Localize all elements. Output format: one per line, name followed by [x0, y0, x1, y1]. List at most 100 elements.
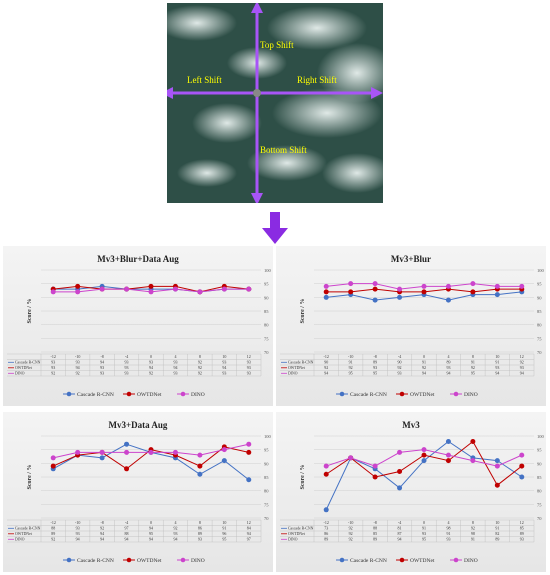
x-category-label: -4: [125, 520, 128, 525]
data-point: [50, 463, 56, 469]
table-cell-value: 93: [173, 531, 177, 536]
data-point: [197, 452, 203, 458]
table-cell-value: 97: [125, 526, 129, 531]
table-cell-value: 96: [222, 531, 226, 536]
data-point: [470, 289, 476, 295]
data-point: [470, 281, 476, 287]
legend-label: DINO: [191, 558, 205, 564]
data-point: [372, 286, 378, 292]
table-cell-value: 91: [471, 360, 475, 365]
y-tick-label: 100: [264, 268, 272, 273]
table-cell-value: 93: [222, 371, 226, 376]
data-point: [397, 286, 403, 292]
table-cell-value: 85: [520, 526, 524, 531]
data-point: [372, 463, 378, 469]
data-point: [421, 452, 427, 458]
y-tick-label: 85: [264, 309, 269, 314]
data-point: [519, 463, 525, 469]
x-category-label: -8: [100, 354, 103, 359]
table-cell-value: 98: [446, 526, 450, 531]
table-cell-value: 95: [373, 371, 377, 376]
legend-label: DINO: [191, 392, 205, 398]
table-cell-value: 95: [149, 531, 153, 536]
data-point: [445, 283, 451, 289]
table-cell-value: 92: [398, 365, 402, 370]
table-cell-value: 91: [349, 360, 353, 365]
table-cell-value: 92: [349, 537, 353, 542]
table-cell-value: 89: [446, 360, 450, 365]
y-tick-label: 95: [537, 282, 542, 287]
x-category-label: 12: [247, 354, 251, 359]
y-tick-label: 100: [537, 268, 545, 273]
table-cell-value: 92: [349, 531, 353, 536]
table-cell-value: 91: [495, 360, 499, 365]
table-cell-value: 94: [76, 537, 80, 542]
x-category-label: -4: [398, 520, 401, 525]
table-cell-value: 94: [100, 537, 104, 542]
data-point: [348, 281, 354, 287]
data-point: [470, 438, 476, 444]
x-category-label: 0: [423, 520, 425, 525]
chart-title: Mv3: [402, 420, 420, 430]
table-series-name: Cascade R-CNN: [288, 527, 314, 531]
chart-panel-mv3-blur: Mv3+Blur Score / % 70 75 80 85 90 95 100 -12 -10 -8…: [276, 246, 546, 406]
x-category-label: 10: [495, 520, 499, 525]
data-point: [494, 458, 500, 464]
table-cell-value: 89: [51, 531, 55, 536]
table-cell-value: 98: [471, 531, 475, 536]
data-point: [397, 294, 403, 300]
down-arrow-icon: [262, 212, 288, 244]
table-cell-value: 89: [373, 537, 377, 542]
data-point: [372, 281, 378, 287]
data-point: [519, 474, 525, 480]
data-point: [148, 283, 154, 289]
table-cell-value: 93: [173, 360, 177, 365]
table-cell-value: 94: [125, 537, 129, 542]
table-cell-value: 92: [422, 365, 426, 370]
data-point: [372, 297, 378, 303]
table-cell-value: 88: [373, 526, 377, 531]
table-series-name: OWTDNet: [288, 532, 306, 536]
data-point: [323, 294, 329, 300]
table-cell-value: 85: [373, 531, 377, 536]
table-cell-value: 94: [446, 371, 450, 376]
table-cell-value: 81: [398, 526, 402, 531]
chart-title: Mv3+Blur+Data Aug: [97, 254, 179, 264]
legend-marker: [453, 391, 459, 397]
table-cell-value: 94: [495, 371, 499, 376]
table-cell-value: 93: [520, 537, 524, 542]
y-tick-label: 90: [537, 461, 542, 466]
table-cell-value: 94: [324, 371, 328, 376]
data-point: [445, 452, 451, 458]
y-tick-label: 95: [264, 448, 269, 453]
y-axis-label: Score / %: [27, 299, 33, 324]
legend-label: OWTDNet: [137, 392, 162, 398]
data-point: [494, 283, 500, 289]
table-cell-value: 94: [149, 537, 153, 542]
chart-panel-mv3: Mv3 Score / % 70 75 80 85 90 95 100 -12 -10 -8 -4 0 4 8…: [276, 412, 546, 572]
legend-marker: [66, 391, 72, 397]
table-cell-value: 94: [173, 537, 177, 542]
table-cell-value: 91: [495, 526, 499, 531]
legend-label: Cascade R-CNN: [350, 392, 387, 398]
x-category-label: 10: [495, 354, 499, 359]
table-cell-value: 93: [51, 360, 55, 365]
y-tick-label: 70: [537, 516, 542, 521]
table-cell-value: 92: [349, 526, 353, 531]
table-cell-value: 82: [495, 531, 499, 536]
data-point: [246, 286, 252, 292]
data-point: [124, 441, 130, 447]
legend-marker: [399, 557, 405, 563]
table-cell-value: 93: [100, 365, 104, 370]
table-cell-value: 94: [76, 365, 80, 370]
x-category-label: 12: [520, 520, 524, 525]
x-category-label: 8: [472, 354, 474, 359]
table-cell-value: 97: [247, 537, 251, 542]
table-cell-value: 84: [247, 526, 251, 531]
x-category-label: 8: [199, 520, 201, 525]
table-cell-value: 86: [198, 526, 202, 531]
data-point: [246, 449, 252, 455]
table-cell-value: 94: [100, 531, 104, 536]
y-tick-label: 80: [264, 323, 269, 328]
y-tick-label: 95: [537, 448, 542, 453]
